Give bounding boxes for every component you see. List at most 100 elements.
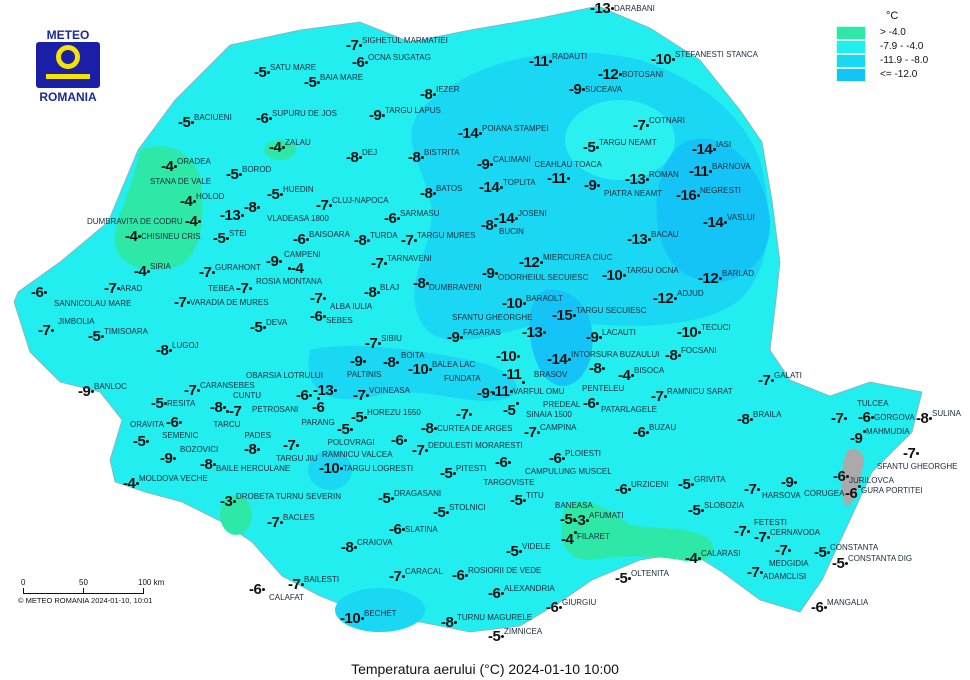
station-name: CEAHLAU TOACA [534,160,602,169]
logo-text-meteo: METEO [46,28,90,42]
station-dot [261,587,265,591]
map-title: Temperatura aerului (°C) 2024-01-10 10:0… [351,661,619,677]
station-temperature: -7 [744,480,757,498]
station-dot [173,164,177,168]
station-name: BRAILA [753,410,782,419]
station-dot [403,438,407,442]
station-name: STEI [229,229,247,238]
station-dot [514,216,518,220]
station-name: FILARET [577,532,610,541]
station-dot [100,334,104,338]
station-temperature: -5 [832,554,845,572]
station-temperature: -6 [583,394,596,412]
station-temperature: -8 [210,398,223,416]
station-name: URZICENI [631,480,669,489]
station-name: PLOIESTI [565,449,602,458]
station-temperature: -4 [561,531,574,548]
station-name: TULCEA [857,399,889,408]
station-dot [50,328,54,332]
station-temperature: -7 [267,513,280,531]
station-temperature: -6 [495,453,508,471]
legend-swatch [836,26,866,40]
station-dot [823,605,827,609]
station-temperature: -7 [38,321,51,339]
station-name: FOCSANI [681,346,717,355]
station-name: PITESTI [456,464,487,473]
station-name: SFANTU GHEORGHE [452,313,533,322]
station-dot [759,570,763,574]
station-temperature: -11 [547,169,567,187]
legend-unit: °C [886,10,899,22]
station-temperature: -5 [213,229,226,247]
station-name: BAIA MARE [320,73,364,82]
station-name: STANA DE VALE [150,177,212,186]
station-temperature: -10 [677,323,698,341]
station-name: ROSIA MONTANA [256,277,323,286]
station-temperature: -11 [689,162,709,180]
station-name: BLAJ [380,283,400,292]
station-dot [862,429,866,433]
station-name: GIURGIU [562,598,597,607]
station-dot [339,466,343,470]
station-name: FAGARAS [463,328,501,337]
station-temperature: -9 [477,384,490,402]
station-temperature: -6 [249,580,262,598]
station-name: MOLDOVA VECHE [139,474,208,483]
station-name: ODORHEIUL SECUIESC [498,273,589,282]
station-dot [673,296,677,300]
station-temperature: -7 [747,563,760,581]
station-temperature: -7 [236,279,249,297]
station-dot [826,550,830,554]
station-temperature: -5 [351,408,364,426]
station-name: ROSIORII DE VEDE [468,566,542,575]
station-dot [509,389,513,393]
station-name: PADES [244,431,272,440]
station-dot [365,393,369,397]
station-name: BANEASA [555,501,593,510]
station-temperature: -14 [479,178,500,196]
station-temperature: -13 [522,323,543,341]
station-temperature: -13 [220,206,241,224]
station-name: TARGU LAPUS [385,106,441,115]
station-dot [596,183,600,187]
legend-swatch [836,68,866,82]
station-dot [518,549,522,553]
station-name: CARANSEBES [200,381,255,390]
station-name: VASLUI [727,213,755,222]
station-dot [240,213,244,217]
station-temperature: -14 [458,124,479,142]
station-dot [453,620,457,624]
station-name: BARAOLT [526,294,563,303]
station-name: CALIMANI [493,155,531,164]
station-temperature: -6 [310,307,323,325]
station-dot [432,191,436,195]
station-temperature: -7 [401,231,414,249]
station-temperature: -5 [503,402,516,419]
station-name: VARADIA DE MURES [190,297,269,307]
station-temperature: -6 [312,399,325,416]
zone-cold-bechet [335,588,425,632]
station-name: BANLOC [94,382,127,391]
station-name: COTNARI [649,116,685,125]
station-temperature: -7 [456,405,469,423]
station-temperature: -5 [440,464,453,482]
station-name: TEBEA [208,283,235,293]
station-dot [464,573,468,577]
danube-delta-lagoons [841,448,864,506]
station-name: RADAUTI [552,52,588,61]
station-dot [566,176,570,180]
station-dot [696,193,700,197]
station-dot [266,70,270,74]
station-temperature: -4 [161,157,174,175]
station-dot [499,185,503,189]
station-dot [279,192,283,196]
station-dot [163,401,167,405]
station-dot [360,616,364,620]
station-temperature: -7 [288,575,301,593]
station-name: HUEDIN [283,185,314,194]
station-name: PIATRA NEAMT [604,189,663,198]
station-temperature: -8 [346,148,359,166]
station-temperature: -9 [447,328,460,346]
station-temperature: -9 [266,252,279,270]
station-temperature: -6 [352,53,365,71]
